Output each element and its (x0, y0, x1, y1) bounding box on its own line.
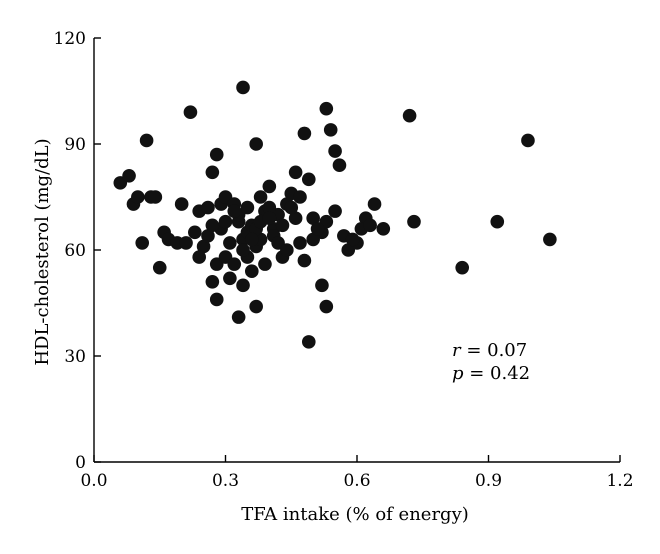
scatter-point (293, 190, 307, 204)
scatter-point (209, 147, 224, 162)
scatter-point (245, 264, 259, 279)
scatter-point (310, 222, 325, 236)
scatter-point (249, 299, 263, 314)
scatter-point (407, 214, 421, 229)
y-tick-label: 60 (64, 241, 86, 261)
scatter-point (319, 299, 334, 314)
scatter-point (455, 260, 470, 275)
scatter-point (205, 165, 220, 180)
annotation-p-value: = 0.42 (464, 363, 531, 384)
scatter-point (367, 197, 382, 211)
scatter-point (201, 200, 215, 215)
scatter-point (262, 200, 277, 215)
x-tick-label: 0.0 (80, 471, 107, 491)
annotation-r: r = 0.07 (452, 340, 527, 361)
scatter-point (223, 271, 237, 286)
scatter-point (297, 126, 312, 141)
scatter-point (218, 214, 233, 229)
scatter-point (227, 257, 242, 271)
scatter-point (240, 200, 255, 215)
x-axis-label: TFA intake (% of energy) (241, 504, 469, 525)
scatter-point (262, 211, 277, 225)
y-tick-label: 0 (75, 453, 86, 473)
scatter-point (301, 172, 316, 187)
scatter-point (188, 225, 202, 240)
scatter-point (209, 292, 224, 307)
scatter-point (332, 158, 347, 172)
scatter-point (306, 211, 320, 225)
y-axis-label: HDL-cholesterol (mg/dL) (32, 138, 53, 365)
scatter-point (236, 80, 250, 95)
scatter-point (521, 133, 535, 148)
y-tick-label: 120 (54, 29, 86, 49)
annotation-p-var: p (452, 363, 464, 384)
scatter-point (284, 200, 299, 215)
scatter-point (490, 214, 505, 229)
x-tick-label: 1.2 (606, 471, 633, 491)
scatter-point (192, 250, 206, 264)
scatter-point (328, 144, 342, 158)
scatter-point (227, 204, 242, 218)
scatter-point (196, 239, 211, 254)
scatter-point (402, 108, 417, 123)
scatter-point (148, 190, 163, 204)
x-tick-label: 0.3 (212, 471, 239, 491)
scatter-point (315, 278, 329, 293)
scatter-point (152, 260, 167, 275)
y-tick-label: 90 (64, 135, 86, 155)
scatter-point (253, 190, 268, 204)
scatter-point (201, 229, 215, 243)
scatter-point (249, 137, 263, 151)
scatter-point (236, 278, 250, 293)
plot-area: 0.0 0.3 0.6 0.9 1.2 0 30 60 90 120 (54, 29, 634, 491)
scatter-point (183, 105, 198, 119)
x-tick-label: 0.9 (475, 471, 502, 491)
scatter-point (323, 123, 338, 137)
annotation-r-var: r (452, 340, 462, 361)
scatter-point (179, 236, 193, 250)
data-points (113, 80, 557, 349)
scatter-point (328, 204, 342, 218)
scatter-point (236, 243, 250, 257)
correlation-annotation: r = 0.07 p = 0.42 (452, 340, 530, 384)
scatter-point (297, 253, 312, 268)
scatter-point (205, 275, 220, 289)
scatter-point (231, 310, 246, 324)
scatter-point (345, 232, 360, 247)
scatter-point (139, 133, 154, 148)
scatter-point (288, 165, 303, 180)
scatter-point (262, 179, 277, 194)
scatter-point (319, 101, 334, 116)
x-axis-ticks: 0.0 0.3 0.6 0.9 1.2 (80, 455, 634, 491)
scatter-point (543, 232, 557, 247)
scatter-point (245, 232, 259, 247)
scatter-point (288, 211, 303, 225)
scatter-point (280, 243, 294, 257)
scatter-point (363, 218, 377, 233)
scatter-point (301, 335, 316, 349)
scatter-point (205, 218, 220, 233)
scatter-point (376, 222, 391, 236)
scatter-point (223, 236, 237, 250)
y-axis-ticks: 0 30 60 90 120 (54, 29, 101, 473)
annotation-r-value: = 0.07 (461, 340, 528, 361)
scatter-point (122, 169, 136, 183)
x-tick-label: 0.6 (343, 471, 370, 491)
y-tick-label: 30 (64, 347, 86, 367)
scatter-point (258, 257, 272, 271)
scatter-point (174, 197, 189, 211)
annotation-p: p = 0.42 (452, 363, 530, 384)
scatter-point (293, 236, 307, 250)
scatter-point (275, 218, 290, 233)
scatter-point (306, 232, 320, 247)
scatter-point (135, 236, 150, 250)
scatter-point (131, 190, 145, 204)
